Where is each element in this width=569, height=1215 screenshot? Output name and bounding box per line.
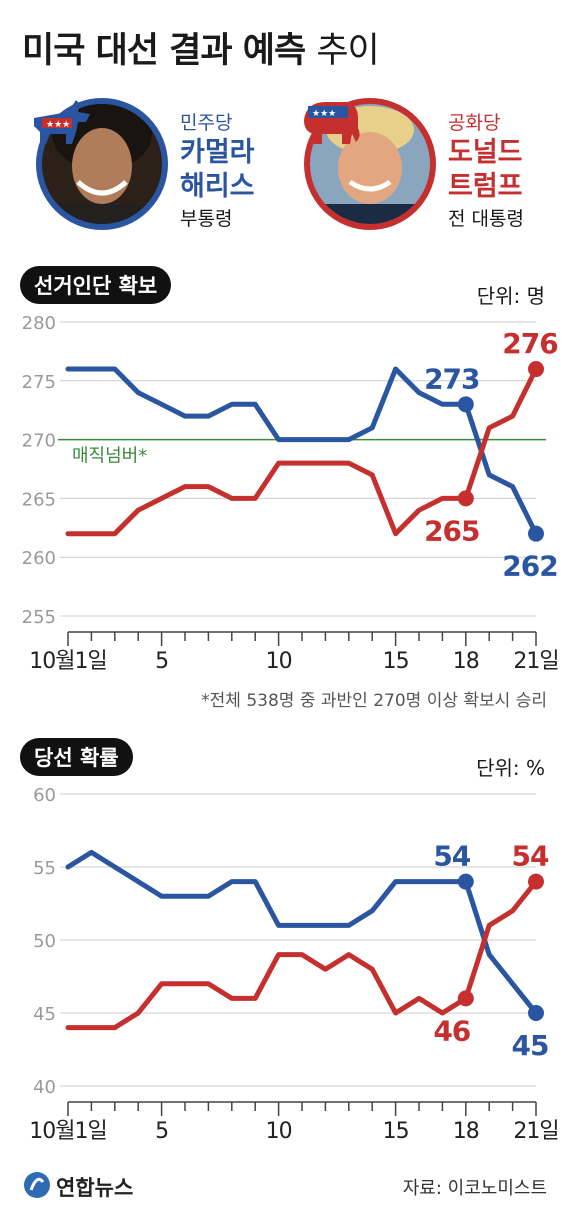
candidate-name-trump: 도널드 트럼프: [448, 136, 523, 204]
title-main: 미국 대선 결과 예측: [22, 31, 306, 71]
logo-text: 연합뉴스: [56, 1176, 134, 1200]
data-point-democrat: [528, 525, 544, 542]
data-label-democrat: 273: [424, 362, 479, 395]
candidate-role-trump: 전 대통령: [448, 208, 524, 230]
y-tick-label: 275: [22, 372, 56, 393]
candidate-name-harris: 카멀라 해리스: [180, 136, 255, 204]
data-label-democrat: 54: [433, 840, 470, 873]
x-tick-label: 21일: [513, 649, 558, 674]
data-point-republican: [528, 361, 544, 378]
candidate-role-harris: 부통령: [180, 208, 233, 230]
y-tick-label: 270: [22, 431, 56, 452]
x-tick-label: 10: [266, 649, 292, 674]
x-tick-label: 10월1일: [29, 649, 106, 674]
data-point-democrat: [457, 873, 474, 890]
win-probability-chart: 40 45 50 55 60 10월1일 5 10 15 18 21일 54 45 46 54: [29, 785, 559, 1144]
electoral-votes-chart: 255 260 265 270 275 280 매직넘버* 10월1일 5 10 15 18 21일 27…: [22, 313, 560, 674]
page-title: 미국 대선 결과 예측 추이: [22, 22, 380, 73]
name-line-1: 도널드: [448, 137, 523, 168]
data-label-democrat: 262: [502, 550, 557, 583]
svg-text:★★★: ★★★: [46, 120, 70, 130]
unit-electoral: 단위: 명: [476, 284, 545, 308]
section-electoral-label: 선거인단 확보: [20, 266, 172, 304]
x-tick-label: 15: [383, 649, 409, 674]
yonhap-logo-icon: [24, 1172, 50, 1198]
candidate-democrat: ★★★ 민주당 카멀라 해리스 부통령: [28, 92, 298, 242]
x-tick-label: 18: [453, 1119, 479, 1144]
y-tick-label: 40: [33, 1077, 56, 1098]
yonhap-logo: 연합뉴스: [22, 1170, 133, 1200]
unit-probability: 단위: %: [476, 756, 545, 780]
name-line-1: 카멀라: [180, 137, 255, 168]
data-label-republican: 276: [502, 327, 557, 360]
donkey-icon: ★★★: [34, 100, 90, 144]
x-tick-label: 15: [383, 1119, 409, 1144]
data-label-democrat: 45: [512, 1029, 549, 1062]
section-probability-label: 당선 확률: [20, 738, 133, 776]
data-point-republican: [457, 990, 474, 1007]
title-sub: 추이: [316, 31, 379, 71]
data-point-democrat: [528, 1005, 544, 1021]
party-label-republican: 공화당: [448, 112, 501, 134]
data-label-republican: 46: [433, 1014, 470, 1047]
x-tick-label: 18: [453, 649, 479, 674]
magic-number-label: 매직넘버*: [72, 446, 147, 467]
y-tick-label: 265: [22, 489, 56, 510]
svg-text:★★★: ★★★: [312, 109, 336, 119]
source-credit: 자료: 이코노미스트: [402, 1178, 547, 1199]
name-line-2: 트럼프: [448, 171, 523, 202]
y-tick-label: 255: [22, 607, 56, 628]
party-label-democrat: 민주당: [180, 112, 233, 134]
harris-portrait: [36, 98, 168, 230]
y-tick-label: 280: [22, 313, 56, 334]
name-line-2: 해리스: [180, 171, 255, 202]
candidate-republican: ★★★ 공화당 도널드 트럼프 전 대통령: [296, 92, 566, 242]
y-tick-label: 60: [33, 785, 56, 806]
y-tick-label: 260: [22, 548, 56, 569]
data-point-democrat: [457, 396, 474, 413]
y-tick-label: 45: [33, 1004, 56, 1025]
y-tick-label: 50: [33, 931, 56, 952]
x-tick-label: 21일: [513, 1119, 558, 1144]
x-tick-label: 10: [266, 1119, 292, 1144]
y-tick-label: 55: [33, 858, 56, 879]
data-point-republican: [528, 873, 544, 890]
x-tick-label: 10월1일: [29, 1119, 106, 1144]
data-label-republican: 265: [424, 514, 479, 547]
series-line-republican: [65, 879, 539, 1031]
x-tick-label: 5: [155, 1119, 168, 1144]
data-point-republican: [457, 490, 474, 507]
x-tick-label: 5: [155, 649, 168, 674]
data-label-republican: 54: [512, 840, 549, 873]
trump-portrait: [304, 98, 436, 230]
footnote: *전체 538명 중 과반인 270명 이상 확보시 승리: [201, 691, 547, 711]
elephant-icon: ★★★: [304, 102, 360, 144]
